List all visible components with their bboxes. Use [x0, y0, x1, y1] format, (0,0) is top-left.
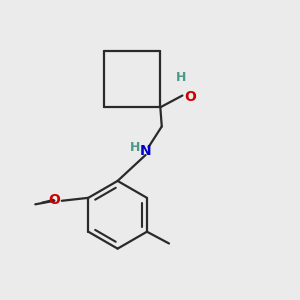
Text: N: N: [140, 145, 152, 158]
Text: H: H: [176, 71, 186, 84]
Text: H: H: [130, 141, 140, 154]
Text: O: O: [48, 193, 60, 207]
Text: O: O: [184, 90, 196, 104]
